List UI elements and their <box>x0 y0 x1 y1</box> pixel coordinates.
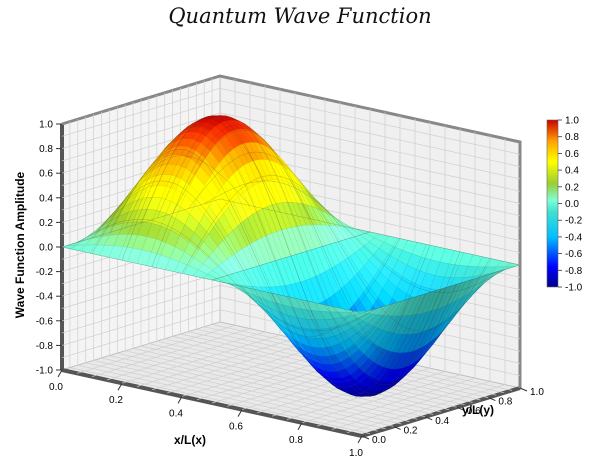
left-grid-h <box>61 87 221 137</box>
floor-grid-y <box>156 340 457 408</box>
mesh-line-x <box>181 175 341 274</box>
mesh-line-x <box>211 231 371 281</box>
axis-ticks: 0.0 0.2 0.4 0.6 0.8 1.0 0.0 0.2 0.4 0.6 0.8 1.0 -1.0… <box>36 120 545 460</box>
colorbar-tick-label: 0.6 <box>565 149 579 160</box>
x-tick <box>357 435 363 444</box>
y-tick-label: 0.4 <box>435 416 449 427</box>
mesh-line-y <box>204 180 505 293</box>
y-tick <box>488 397 496 402</box>
floor-grid-x <box>331 381 491 430</box>
back-grid-h <box>219 124 521 192</box>
colorbar-tick-label: 0.2 <box>565 182 579 193</box>
mesh-line-y <box>124 126 426 395</box>
colorbar: -1.0 -0.8 -0.6 -0.4 -0.2 0.0 0.2 0.4 0.6 0.8 1.0 <box>546 116 583 294</box>
z-tick-label: -0.6 <box>36 316 54 327</box>
mesh-line-y <box>93 180 394 361</box>
x-tick-label: 0.0 <box>49 382 63 393</box>
left-grid-h <box>61 297 221 346</box>
mesh-line-y <box>219 198 521 266</box>
y-tick <box>456 406 464 411</box>
y-tick <box>425 416 433 421</box>
y-tick-label: 0.2 <box>404 425 418 436</box>
z-tick-label: 1.0 <box>39 120 53 131</box>
y-tick-label: 0.6 <box>467 406 481 417</box>
mesh-line-x <box>121 118 281 261</box>
mesh-line-x <box>271 245 431 388</box>
floor-grid-x <box>346 384 506 434</box>
y-tick-label: 0.0 <box>372 435 386 446</box>
colorbar-tick-label: -0.8 <box>565 266 583 277</box>
z-tick-label: 0.6 <box>39 169 53 180</box>
left-grid-h <box>61 112 221 162</box>
mesh-line-x <box>151 124 311 267</box>
mesh-line-x <box>91 155 251 254</box>
z-tick-label: 0.8 <box>39 144 53 155</box>
back-grid-h <box>219 87 521 155</box>
floor-grid-x <box>301 374 461 424</box>
mesh-line-x <box>331 258 491 357</box>
mesh-line-y <box>109 148 410 383</box>
floor-grid-y <box>164 338 465 406</box>
mesh-line-x <box>301 251 461 394</box>
y-tick-label: 1.0 <box>530 387 544 398</box>
x-tick-label: 0.4 <box>169 408 183 419</box>
colorbar-tick-label: 0.8 <box>565 132 579 143</box>
z-tick-label: 0.0 <box>39 243 53 254</box>
mesh-line-y <box>156 117 458 386</box>
x-tick-label: 0.8 <box>289 435 303 446</box>
z-tick-label: 0.2 <box>39 218 53 229</box>
colorbar-tick-label: -0.6 <box>565 249 583 260</box>
mesh-line-x <box>361 264 521 314</box>
y-tick <box>393 425 401 430</box>
z-tick-label: -1.0 <box>36 366 54 377</box>
colorbar-tick-label: 0.4 <box>565 166 579 177</box>
x-axis-label: x/L(x) <box>174 433 206 447</box>
y-tick-label: 0.8 <box>498 397 512 408</box>
left-grid-h <box>61 272 221 322</box>
colorbar-tick-label: -0.2 <box>565 216 583 227</box>
x-tick-label: 0.2 <box>109 395 123 406</box>
colorbar-tick-label: -1.0 <box>565 283 583 294</box>
x-tick <box>57 369 63 378</box>
floor-grid-y <box>148 343 449 410</box>
floor-grid-y <box>140 345 442 413</box>
back-grid-h <box>219 112 521 180</box>
x-tick-label: 1.0 <box>349 448 363 459</box>
y-tick <box>361 435 370 440</box>
left-grid-h <box>61 309 221 359</box>
chart-title: Quantum Wave Function <box>168 4 431 28</box>
surface-mesh <box>61 115 521 397</box>
left-grid-h <box>61 100 221 149</box>
z-tick-label: 0.4 <box>39 193 53 204</box>
surface-cell <box>352 310 367 314</box>
mesh-line-x <box>241 238 401 337</box>
x-tick <box>297 422 303 431</box>
colorbar-tick-label: 0.0 <box>565 199 579 210</box>
x-tick-label: 0.6 <box>229 422 243 433</box>
mesh-line-y <box>188 151 489 332</box>
x-tick <box>237 409 243 417</box>
z-tick-label: -0.2 <box>36 267 54 278</box>
x-tick <box>117 382 123 391</box>
mesh-line-x <box>61 198 221 248</box>
floor-grid-x <box>316 377 476 427</box>
colorbar-gradient <box>546 119 559 288</box>
y-axis-label: y/L(y) <box>462 403 494 417</box>
x-tick <box>177 396 183 404</box>
back-grid-h <box>219 100 521 167</box>
left-grid-h <box>61 284 221 334</box>
mesh-line-y <box>77 219 378 332</box>
mesh-line-y <box>140 116 442 396</box>
z-tick-label: -0.4 <box>36 292 54 303</box>
colorbar-tick-label: -0.4 <box>565 232 583 243</box>
z-axis-label: Wave Function Amplitude <box>13 171 27 318</box>
colorbar-tick-label: 1.0 <box>565 116 579 127</box>
z-tick-label: -0.8 <box>36 341 54 352</box>
mesh-line-y <box>172 129 473 364</box>
y-tick <box>519 387 528 392</box>
mesh-line-y <box>61 246 363 314</box>
